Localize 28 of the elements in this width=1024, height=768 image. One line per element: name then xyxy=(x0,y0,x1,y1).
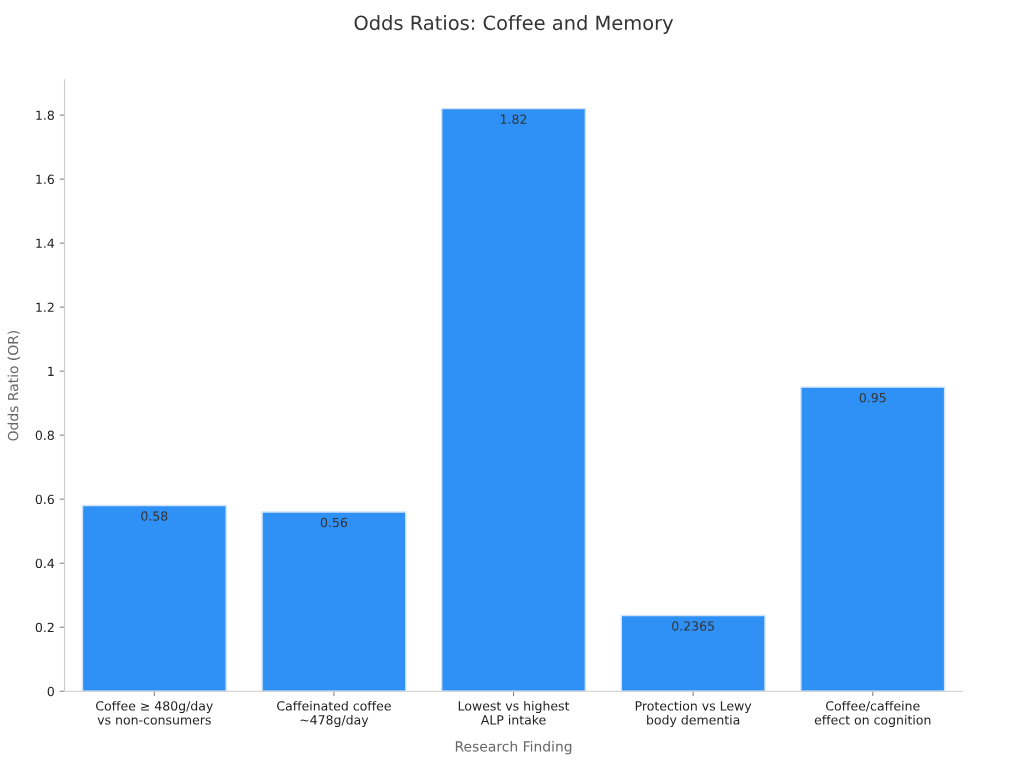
x-tick-label: Coffee/caffeine effect on cognition xyxy=(814,700,931,728)
y-tick-label: 1 xyxy=(48,366,54,376)
data-label: 0.56 xyxy=(320,517,348,528)
chart-title: Odds Ratios: Coffee and Memory xyxy=(354,15,674,34)
bar xyxy=(261,511,407,692)
data-label: 1.82 xyxy=(500,114,527,124)
bar xyxy=(81,504,227,692)
y-tick-label: 1.4 xyxy=(36,238,55,248)
y-tick-label: 0.8 xyxy=(35,430,54,441)
y-tick-label: 0.4 xyxy=(35,558,55,569)
bar xyxy=(800,386,946,692)
x-tick-label: Caffeinated coffee ~478g/day xyxy=(277,700,391,728)
x-tick-label: Protection vs Lewy body dementia xyxy=(635,700,752,728)
y-tick-label: 1.6 xyxy=(36,174,54,185)
data-label: 0.58 xyxy=(141,511,168,521)
data-label: 0.95 xyxy=(859,392,886,403)
bar xyxy=(440,107,587,692)
y-axis-title: Odds Ratio (OR) xyxy=(7,330,20,441)
x-tick-label: Lowest vs highest ALP intake xyxy=(458,700,570,725)
x-axis-title: Research Finding xyxy=(455,740,572,755)
y-tick-label: 0 xyxy=(47,686,54,697)
data-label: 0.2365 xyxy=(672,621,714,631)
y-tick-label: 1.8 xyxy=(36,110,54,121)
y-tick-label: 0.2 xyxy=(35,622,54,633)
x-tick-label: Coffee ≥ 480g/day vs non-consumers xyxy=(96,700,213,725)
y-tick-label: 0.6 xyxy=(35,494,54,505)
y-tick-label: 1.2 xyxy=(36,302,54,312)
bar xyxy=(620,614,766,692)
